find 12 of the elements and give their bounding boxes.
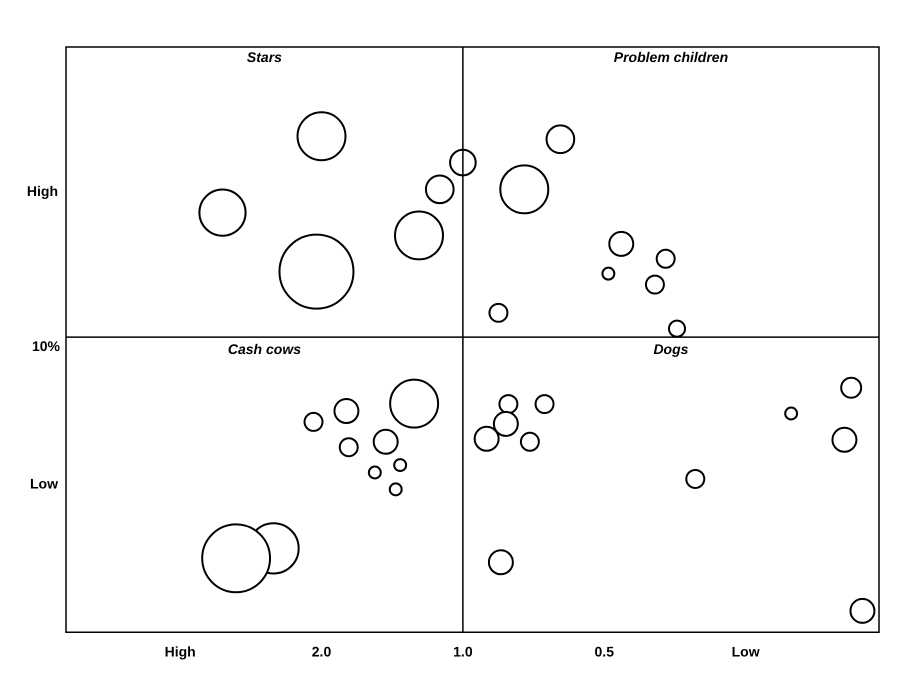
x-tick-label: 2.0 — [312, 643, 332, 660]
x-tick-label: Low — [732, 643, 760, 660]
x-tick-label: 1.0 — [453, 643, 473, 660]
annotation: Dogs — [653, 340, 689, 357]
text: Stars — [246, 48, 282, 65]
annotation: Cash cows — [228, 340, 302, 357]
x-tick-label: High — [164, 643, 196, 660]
text: Low — [30, 476, 58, 492]
text: Problem children — [614, 48, 728, 65]
text: High — [26, 182, 58, 199]
x-tick-label: 0.5 — [594, 643, 614, 660]
text: 10% — [32, 338, 61, 354]
